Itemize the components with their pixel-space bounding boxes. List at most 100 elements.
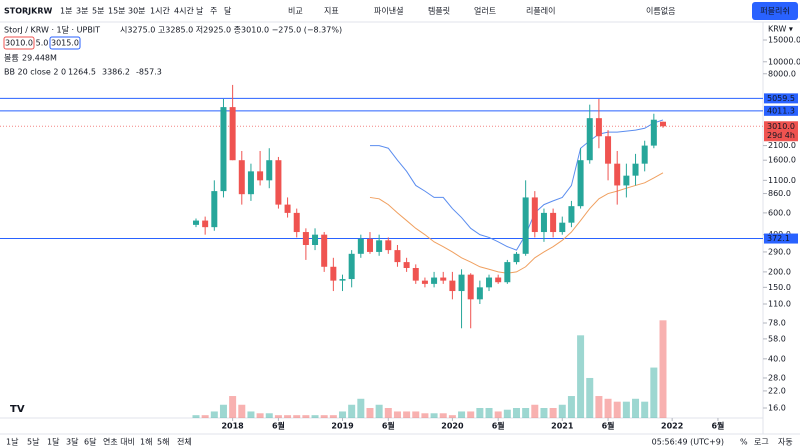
x-tick-label: 6월 [602, 421, 615, 431]
candle-body [385, 240, 392, 251]
candle-body [449, 280, 456, 292]
interval-button[interactable]: 30분 [128, 7, 146, 16]
candle-body [357, 238, 364, 254]
range-button[interactable]: 6달 [84, 438, 97, 447]
interval-button[interactable]: 주 [210, 7, 217, 16]
publish-button[interactable] [752, 2, 798, 20]
candle-body [623, 175, 630, 186]
layout-name[interactable]: 이름없음 [646, 6, 675, 16]
volume-bar [357, 398, 365, 418]
candle-body [632, 163, 639, 176]
candle-body [312, 234, 319, 245]
volume-bar [192, 415, 200, 418]
volume-bar [403, 411, 411, 418]
x-tick-label: 2021 [551, 422, 574, 431]
interval-button[interactable]: 4시간 [174, 6, 194, 16]
volume-bar [256, 413, 264, 418]
x-tick-label: 2018 [221, 422, 244, 431]
volume-bar [393, 411, 401, 418]
price-line-label: 4011.3 [767, 106, 795, 115]
scale-option[interactable]: 자동 [778, 438, 793, 447]
range-button[interactable]: 1해 [140, 437, 152, 447]
publish-label[interactable]: 퍼블리쉬 [760, 6, 789, 16]
range-button[interactable]: 전체 [177, 437, 192, 447]
x-tick-label: 6월 [492, 421, 505, 431]
volume-bar [412, 411, 420, 418]
volume-legend: 볼륨 [4, 53, 19, 63]
volume-bar [604, 398, 612, 418]
y-tick-label: 2100.0 [768, 141, 796, 150]
candle-body [531, 197, 538, 233]
bid: 3010.0 [5, 39, 33, 48]
volume-bar [439, 413, 447, 418]
x-tick-label: 6월 [711, 421, 724, 431]
y-tick-label: 10000.0 [768, 57, 800, 66]
y-tick-label: 1600.0 [768, 156, 796, 165]
interval-button[interactable]: 5분 [92, 7, 104, 16]
volume-bar [595, 396, 603, 418]
candle-body [495, 277, 502, 283]
toolbar-button[interactable]: 지표 [324, 7, 339, 16]
toolbar-button[interactable]: 템플릿 [428, 6, 450, 16]
toolbar-bg [0, 0, 800, 22]
y-tick-label: 8000.0 [768, 69, 796, 78]
candle-body [321, 234, 328, 267]
volume-bar [632, 398, 640, 418]
interval-button[interactable]: 날 [196, 6, 204, 16]
volume-bar [549, 408, 557, 418]
toolbar-button[interactable]: 비교 [288, 7, 303, 16]
candle-body [486, 277, 493, 288]
candle-body [211, 191, 218, 228]
volume-bar [540, 408, 548, 418]
candle-body [257, 171, 264, 181]
symbol[interactable]: STORJKRW [4, 7, 53, 16]
volume-bar [512, 408, 520, 418]
volume-bar [339, 411, 347, 418]
candle-body [293, 212, 300, 233]
volume-bar [219, 404, 227, 418]
candle-body [559, 222, 566, 233]
y-tick-label: 1100.0 [768, 176, 796, 185]
scale-option[interactable]: 로그 [754, 438, 769, 447]
range-button[interactable]: 5해 [157, 437, 169, 447]
candle-body [412, 268, 419, 281]
interval-button[interactable]: 3분 [76, 7, 88, 16]
interval-button[interactable]: 달 [224, 7, 232, 16]
interval-button[interactable]: 1시간 [150, 6, 170, 16]
candle-body [394, 250, 401, 263]
ask: 3015.0 [51, 39, 79, 48]
candle-body [522, 197, 529, 254]
candle-body [376, 240, 383, 252]
candle-body [193, 220, 199, 225]
volume-bar [485, 408, 493, 418]
volume-bar [293, 415, 301, 418]
volume-bar [503, 409, 511, 418]
candle-body [504, 262, 511, 283]
toolbar-button[interactable]: 파이낸셜 [374, 6, 403, 16]
scale-option[interactable]: % [740, 438, 748, 447]
candle-body [339, 279, 346, 281]
range-button[interactable]: 연초 대비 [103, 438, 135, 447]
volume-bar [650, 367, 658, 418]
volume-bar [494, 411, 502, 418]
range-button[interactable]: 1날 [6, 437, 19, 447]
range-button[interactable]: 1달 [47, 438, 60, 447]
toolbar-button[interactable]: 얼러트 [474, 6, 496, 16]
volume-bar [229, 396, 237, 418]
range-button[interactable]: 3달 [66, 438, 79, 447]
candle-body [568, 206, 575, 223]
volume-bar [430, 413, 438, 418]
spread: 5.0 [36, 39, 49, 48]
bid-box [3, 36, 35, 50]
candle-body [660, 121, 666, 127]
interval-button[interactable]: 15분 [108, 7, 126, 16]
toolbar-button[interactable]: 리플레이 [526, 6, 555, 16]
countdown: 29d 4h [767, 131, 795, 140]
volume-tick-label: 22.0 [768, 386, 786, 395]
y-tick-label: 860.0 [768, 189, 791, 198]
volume-bar [284, 415, 292, 418]
price-line-label: 5059.5 [767, 94, 795, 103]
range-button[interactable]: 5날 [27, 437, 40, 447]
interval-button[interactable]: 1분 [60, 7, 72, 16]
